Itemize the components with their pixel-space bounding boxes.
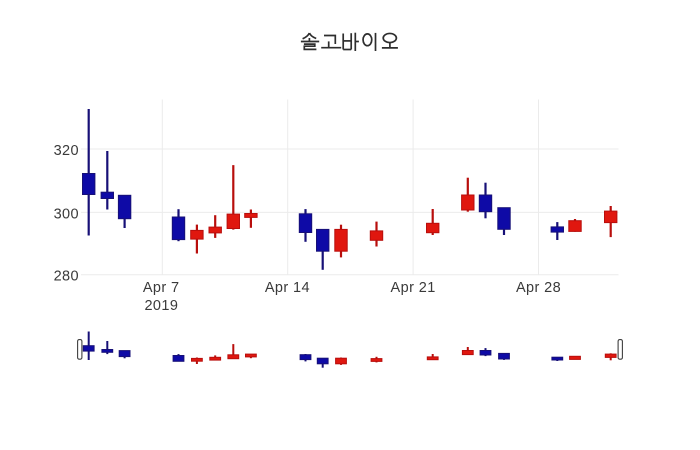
svg-text:300: 300 bbox=[54, 206, 79, 222]
svg-text:280: 280 bbox=[54, 269, 79, 285]
svg-text:Apr 28: Apr 28 bbox=[516, 280, 561, 296]
svg-text:Apr 21: Apr 21 bbox=[391, 280, 436, 296]
svg-text:2019: 2019 bbox=[144, 298, 178, 314]
svg-text:320: 320 bbox=[54, 143, 79, 159]
svg-text:Apr 7: Apr 7 bbox=[143, 280, 180, 296]
svg-text:Apr 14: Apr 14 bbox=[265, 280, 310, 296]
